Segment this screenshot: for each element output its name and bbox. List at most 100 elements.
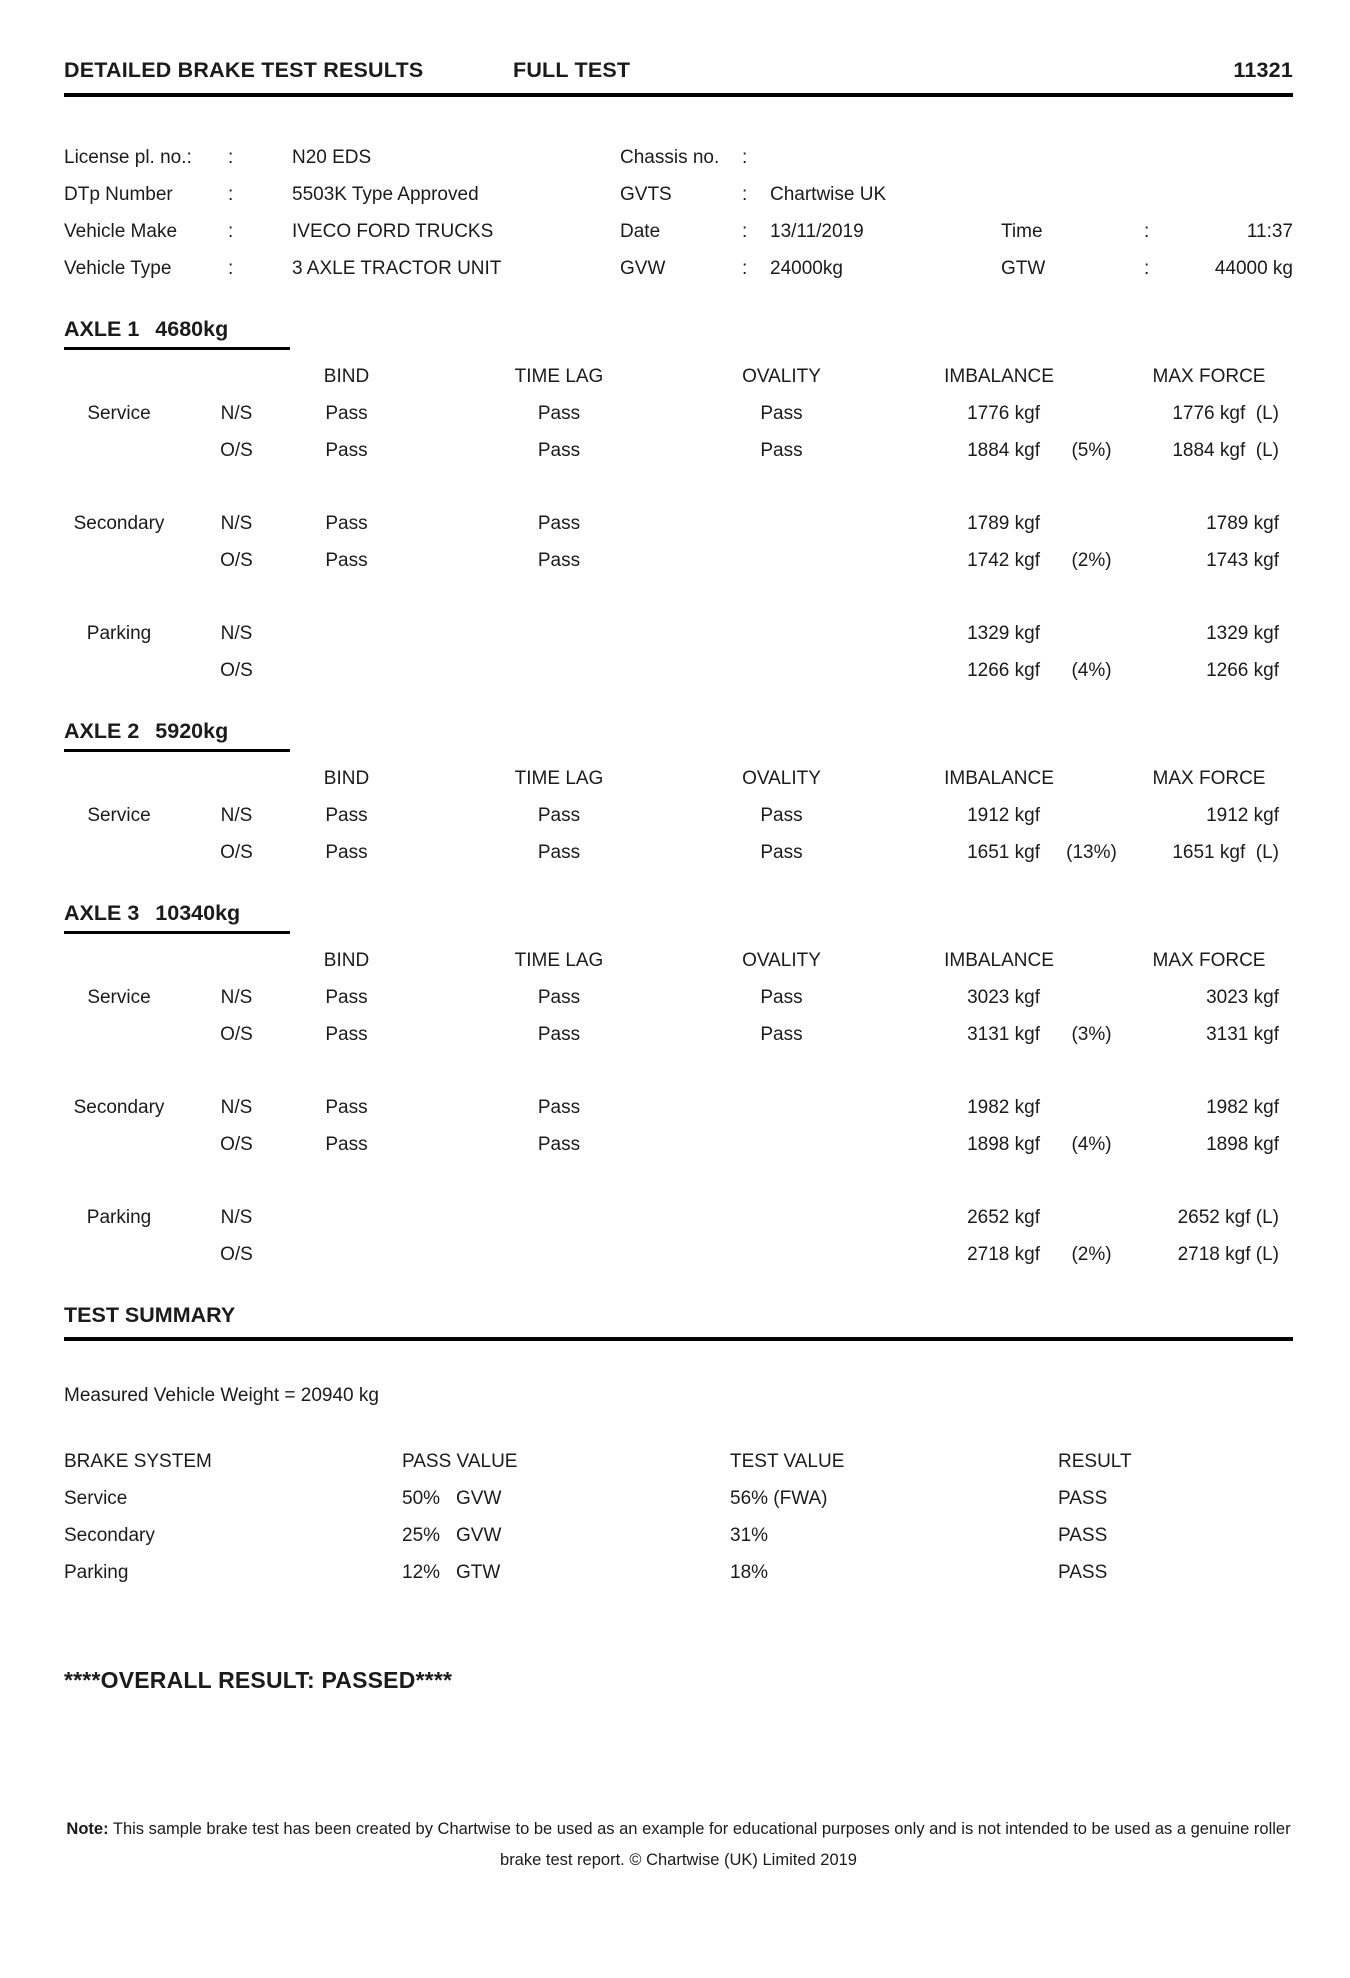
pass-value-basis: GTW (456, 1561, 501, 1583)
cell-timelag: Pass (537, 549, 581, 571)
info-colon: : (1144, 257, 1150, 279)
cell-side: N/S (220, 402, 253, 424)
cell-imbalance: 3131 kgf (967, 1023, 1040, 1045)
axles: AXLE 1 4680kg BIND TIME LAG OVALITY IMBAL… (64, 317, 1293, 1273)
cell-ovality: Pass (760, 402, 803, 424)
cell-timelag: Pass (537, 986, 581, 1008)
axle-data-row: Parking N/S 2652 kgf 2652 kgf (L) (64, 1199, 1293, 1236)
info-value: IVECO FORD TRUCKS (292, 220, 494, 242)
axle-section: AXLE 3 10340kg BIND TIME LAG OVALITY IMBA… (64, 901, 1293, 1273)
info-value: 24000kg (770, 257, 843, 279)
axle-title: AXLE 2 (64, 719, 140, 743)
cell-imbalance-pct: (3%) (1071, 1023, 1112, 1045)
summary-rows: Service 50% GVW 56% (FWA) PASS Secondary 25% GV… (64, 1480, 1293, 1591)
cell-maxforce: 1743 kgf (1206, 549, 1279, 571)
pass-value-pct: 50% (402, 1487, 441, 1509)
vehicle-info-grid: License pl. no.:: N20 EDS Chassis no.: DTp … (64, 139, 1293, 287)
column-header-brake-system: BRAKE SYSTEM (64, 1450, 212, 1472)
column-header-bind: BIND (323, 949, 370, 971)
cell-maxforce: 1982 kgf (1206, 1096, 1279, 1118)
cell-brake-system: Parking (64, 1561, 129, 1583)
cell-imbalance: 1884 kgf (967, 439, 1040, 461)
cell-imbalance: 1742 kgf (967, 549, 1040, 571)
info-colon: : (228, 183, 234, 205)
cell-system: Service (87, 402, 151, 424)
summary-table-header: BRAKE SYSTEM PASS VALUE TEST VALUE RESUL… (64, 1443, 1293, 1480)
cell-side: O/S (220, 439, 253, 461)
cell-system: Secondary (73, 512, 165, 534)
cell-system: Service (87, 804, 151, 826)
measured-vehicle-weight: Measured Vehicle Weight = 20940 kg (64, 1385, 379, 1406)
cell-bind: Pass (325, 841, 368, 863)
cell-imbalance: 3023 kgf (967, 986, 1040, 1008)
axle-table-header: BIND TIME LAG OVALITY IMBALANCE MAX FORC… (64, 760, 1293, 797)
cell-imbalance: 1912 kgf (967, 804, 1040, 826)
info-label: GVTS (620, 183, 672, 205)
vehicle-info-row: Vehicle Make: IVECO FORD TRUCKS Date:13/11… (64, 213, 1293, 250)
brake-system-group: Secondary N/S Pass Pass 1982 kgf 1982 kgf O/S P… (64, 1089, 1293, 1163)
pass-value-basis: GVW (456, 1487, 502, 1509)
cell-brake-system: Secondary (64, 1524, 155, 1546)
report-number: 11321 (1233, 58, 1293, 82)
column-header-timelag: TIME LAG (514, 949, 604, 971)
report-page: DETAILED BRAKE TEST RESULTS FULL TEST 11… (0, 58, 1350, 1876)
pass-value-basis: GVW (456, 1524, 502, 1546)
summary-table: BRAKE SYSTEM PASS VALUE TEST VALUE RESUL… (64, 1443, 1293, 1591)
axle-heading: AXLE 1 4680kg (64, 317, 290, 350)
report-header: DETAILED BRAKE TEST RESULTS FULL TEST 11… (64, 58, 1293, 97)
cell-maxforce: 1789 kgf (1206, 512, 1279, 534)
info-label: GVW (620, 257, 666, 279)
cell-result: PASS (1058, 1487, 1108, 1509)
footer-note: Note: This sample brake test has been cr… (64, 1814, 1293, 1876)
info-colon: : (228, 257, 234, 279)
column-header-bind: BIND (323, 767, 370, 789)
cell-side: O/S (220, 1023, 253, 1045)
axle-heading: AXLE 3 10340kg (64, 901, 290, 934)
info-colon: : (742, 257, 748, 279)
info-label: DTp Number (64, 183, 173, 205)
axle-data-row: Service N/S Pass Pass Pass 1776 kgf 1776 kgf (… (64, 395, 1293, 432)
cell-imbalance: 1982 kgf (967, 1096, 1040, 1118)
cell-side: N/S (220, 1096, 253, 1118)
column-header-imbalance: IMBALANCE (944, 365, 1054, 387)
cell-imbalance: 1329 kgf (967, 622, 1040, 644)
brake-system-group: Service N/S Pass Pass Pass 3023 kgf 3023 kgf O/… (64, 979, 1293, 1053)
axle-table-header: BIND TIME LAG OVALITY IMBALANCE MAX FORC… (64, 942, 1293, 979)
cell-bind: Pass (325, 1023, 368, 1045)
info-value: N20 EDS (292, 146, 372, 168)
cell-ovality: Pass (760, 841, 803, 863)
info-label: License pl. no.: (64, 146, 192, 168)
axle-table-header: BIND TIME LAG OVALITY IMBALANCE MAX FORC… (64, 358, 1293, 395)
cell-maxforce: 1884 kgf (L) (1172, 439, 1279, 461)
report-title: DETAILED BRAKE TEST RESULTS (64, 58, 424, 82)
column-header-ovality: OVALITY (742, 949, 821, 971)
report-test-type: FULL TEST (513, 58, 631, 82)
info-label: Chassis no. (620, 146, 720, 168)
cell-ovality: Pass (760, 439, 803, 461)
axle-data-row: Service N/S Pass Pass Pass 3023 kgf 3023 kgf (64, 979, 1293, 1016)
info-value: 13/11/2019 (770, 220, 864, 242)
info-colon: : (1144, 220, 1150, 242)
axle-title: AXLE 3 (64, 901, 140, 925)
cell-imbalance: 1651 kgf (967, 841, 1040, 863)
cell-system: Parking (86, 1206, 152, 1228)
vehicle-info-row: License pl. no.:: N20 EDS Chassis no.: (64, 139, 1293, 176)
cell-imbalance: 1776 kgf (967, 402, 1040, 424)
axle-heading: AXLE 2 5920kg (64, 719, 290, 752)
column-header-maxforce: MAX FORCE (1152, 365, 1266, 387)
info-value: 44000 kg (1214, 257, 1293, 279)
cell-result: PASS (1058, 1561, 1108, 1583)
cell-maxforce: 1898 kgf (1206, 1133, 1279, 1155)
pass-value-pct: 12% (402, 1561, 441, 1583)
axle-weight: 10340kg (155, 901, 241, 925)
cell-side: O/S (220, 659, 253, 681)
cell-imbalance: 1266 kgf (967, 659, 1040, 681)
cell-side: O/S (220, 841, 253, 863)
cell-timelag: Pass (537, 1096, 581, 1118)
cell-timelag: Pass (537, 402, 581, 424)
cell-timelag: Pass (537, 1133, 581, 1155)
summary-row: Secondary 25% GVW 31% PASS (64, 1517, 1293, 1554)
column-header-test-value: TEST VALUE (730, 1450, 845, 1472)
overall-result: ****OVERALL RESULT: PASSED**** (64, 1667, 453, 1693)
cell-maxforce: 1912 kgf (1206, 804, 1279, 826)
